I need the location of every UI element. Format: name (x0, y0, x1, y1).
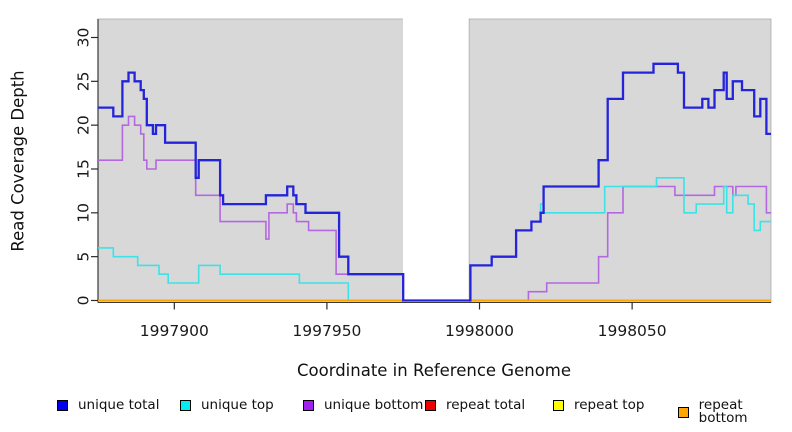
y-tick-label: 0 (75, 296, 93, 306)
y-tick-label: 5 (75, 252, 93, 262)
series-line-unique-total (98, 62, 771, 302)
x-tick-label: 1997900 (140, 322, 209, 340)
y-axis-title: Read Coverage Depth (8, 70, 28, 252)
x-tick-label: 1998050 (598, 322, 667, 340)
y-tick-label: 20 (75, 115, 93, 135)
y-tick-label: 10 (75, 203, 93, 223)
y-tick-label: 25 (75, 71, 93, 91)
x-tick-label: 1998000 (445, 322, 514, 340)
y-tick-label: 15 (75, 159, 93, 179)
gray-coverage-band (97, 18, 404, 303)
gap-band (402, 19, 470, 303)
y-tick-label: 30 (75, 28, 93, 48)
x-axis-title: Coordinate in Reference Genome (296, 361, 572, 380)
gray-coverage-band (468, 18, 772, 303)
series-line-unique-bottom (98, 115, 771, 302)
x-tick-label: 1997950 (292, 322, 361, 340)
